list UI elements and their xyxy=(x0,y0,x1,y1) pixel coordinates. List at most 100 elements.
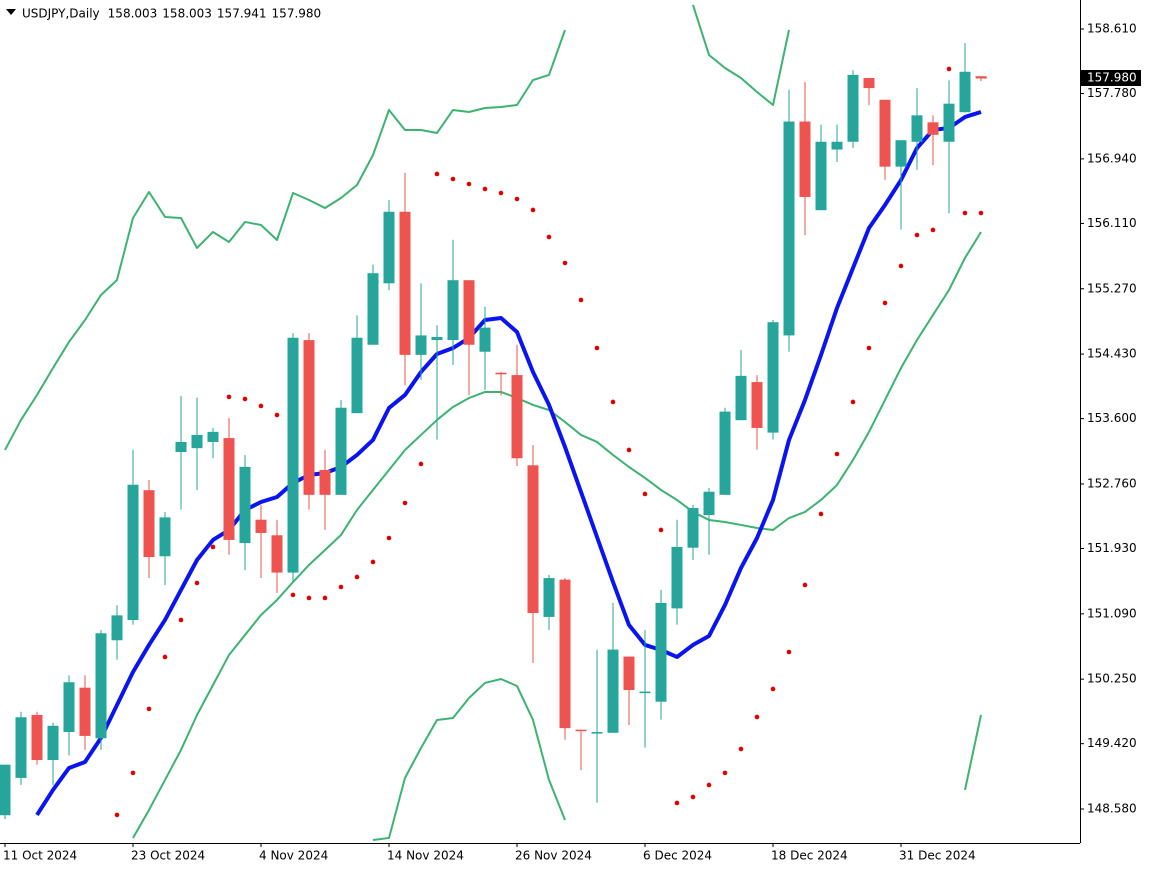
sar-dot xyxy=(546,234,552,240)
sar-dot xyxy=(306,595,312,601)
candle-body xyxy=(127,484,139,621)
candle-body xyxy=(687,508,699,548)
sar-dot xyxy=(914,232,920,238)
y-tick-label: 151.930 xyxy=(1087,541,1137,555)
y-tick-label: 156.940 xyxy=(1087,151,1137,165)
y-tick-label: 149.420 xyxy=(1087,736,1137,750)
y-tick-label: 148.580 xyxy=(1087,802,1137,816)
candle-body xyxy=(255,519,267,533)
candle-body xyxy=(207,431,219,442)
y-tick-label: 152.760 xyxy=(1087,476,1137,490)
candle-body xyxy=(863,78,875,89)
sar-dot xyxy=(226,394,232,400)
sar-dot xyxy=(898,263,904,269)
sar-dot xyxy=(514,196,520,202)
menu-triangle xyxy=(6,9,16,15)
header-value: 158.003 xyxy=(108,7,158,21)
sar-dot xyxy=(498,190,504,196)
candle-body xyxy=(703,491,715,516)
sar-dot xyxy=(642,491,648,497)
indicator-line xyxy=(132,231,982,839)
sar-dot xyxy=(754,714,760,720)
sar-dot xyxy=(658,527,664,533)
x-tick-label: 23 Oct 2024 xyxy=(131,849,205,863)
indicator-line xyxy=(372,677,982,841)
sar-dot xyxy=(402,500,408,506)
sar-dot xyxy=(722,770,728,776)
candle-body xyxy=(271,535,283,573)
candle-body xyxy=(783,121,795,336)
plot-area xyxy=(0,4,987,841)
sar-dot xyxy=(594,345,600,351)
y-tick-label: 156.110 xyxy=(1087,216,1137,230)
candle-body xyxy=(383,211,395,284)
sar-dot xyxy=(610,399,616,405)
x-tick-label: 11 Oct 2024 xyxy=(3,849,77,863)
y-tick-label: 158.610 xyxy=(1087,22,1137,36)
sar-dot xyxy=(562,260,568,266)
sar-dot xyxy=(130,770,136,776)
candle-body xyxy=(527,465,539,614)
sar-dot xyxy=(706,782,712,788)
sar-dot xyxy=(962,210,968,216)
candle-body xyxy=(847,74,859,142)
sar-dot xyxy=(242,396,248,402)
candle-body xyxy=(895,140,907,167)
x-tick-label: 6 Dec 2024 xyxy=(643,849,712,863)
header-value: 158.003 xyxy=(162,7,212,21)
x-tick-label: 14 Nov 2024 xyxy=(387,849,464,863)
y-tick-label: 157.780 xyxy=(1087,86,1137,100)
sar-dot xyxy=(818,511,824,517)
last-price-label: 157.980 xyxy=(1087,71,1137,85)
sar-dot xyxy=(882,300,888,306)
sar-dot xyxy=(354,574,360,580)
indicator-line xyxy=(4,4,790,451)
candle-body xyxy=(287,337,299,573)
sar-dot xyxy=(210,544,216,550)
candle-body xyxy=(591,732,603,734)
sar-dot xyxy=(626,447,632,453)
y-tick-label: 155.270 xyxy=(1087,281,1137,295)
sar-dot xyxy=(834,451,840,457)
sar-dot xyxy=(946,66,952,72)
sar-dot xyxy=(114,812,120,818)
sar-dot xyxy=(978,210,984,216)
candle-body xyxy=(655,602,667,702)
candle-body xyxy=(63,682,75,733)
sar-dot xyxy=(274,412,280,418)
candle-body xyxy=(399,211,411,355)
candle-body xyxy=(543,578,555,617)
sar-dot xyxy=(386,535,392,541)
x-tick-label: 4 Nov 2024 xyxy=(259,849,328,863)
candle-body xyxy=(95,633,107,739)
sar-dot xyxy=(466,181,472,187)
candle-body xyxy=(927,122,939,135)
candle-body xyxy=(559,579,571,729)
candle-body xyxy=(191,434,203,449)
candle-body xyxy=(735,375,747,421)
candle-body xyxy=(111,615,123,641)
sar-dot xyxy=(690,794,696,800)
sar-dot xyxy=(322,595,328,601)
candle-body xyxy=(303,340,315,495)
candle-body xyxy=(671,546,683,609)
sar-dot xyxy=(146,706,152,712)
candle-body xyxy=(575,729,587,732)
header-value: 157.941 xyxy=(217,7,267,21)
last-price-box xyxy=(1081,70,1141,87)
candle-body xyxy=(143,490,155,558)
candle-body xyxy=(415,335,427,355)
candle-body xyxy=(511,375,523,459)
candle-body xyxy=(975,76,987,79)
sar-dot xyxy=(866,345,872,351)
sar-dot xyxy=(738,746,744,752)
candle-body xyxy=(719,411,731,495)
candle-body xyxy=(223,438,235,540)
candle-body xyxy=(799,121,811,197)
indicator-line xyxy=(35,110,982,817)
candle-body xyxy=(623,656,635,691)
candle-body xyxy=(463,280,475,345)
header-value: 157.980 xyxy=(272,7,322,21)
y-tick-label: 154.430 xyxy=(1087,347,1137,361)
